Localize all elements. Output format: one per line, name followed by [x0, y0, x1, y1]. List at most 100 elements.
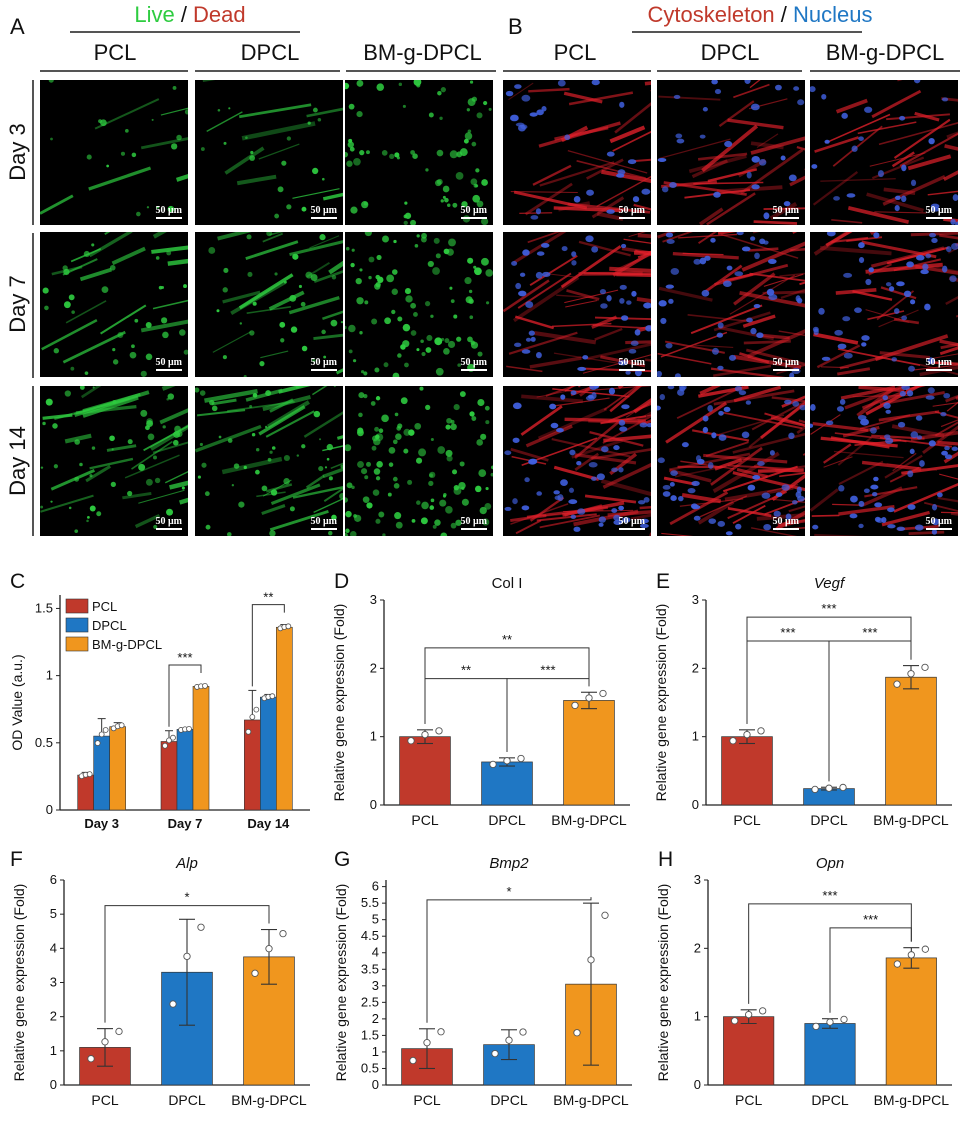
data-point: [116, 1028, 122, 1034]
scale-bar-label: 50 μm: [773, 517, 800, 527]
scale-bar: 50 μm: [156, 358, 183, 371]
y-tick-label: 0: [692, 797, 699, 812]
panel-b-stain-header: Cytoskeleton / Nucleus: [620, 2, 900, 28]
scale-bar-line: [926, 217, 953, 219]
data-point: [730, 738, 736, 744]
bar: [400, 737, 451, 805]
significance-label: ***: [822, 888, 837, 903]
col-underline: [503, 70, 651, 72]
data-point: [759, 1008, 765, 1014]
scale-bar-label: 50 μm: [773, 358, 800, 368]
row-divider: [32, 386, 34, 536]
scale-bar-label: 50 μm: [773, 206, 800, 216]
bar: [177, 729, 193, 810]
data-point: [827, 1019, 833, 1025]
scale-bar: 50 μm: [773, 517, 800, 530]
y-tick-label: 3: [50, 975, 57, 990]
scale-bar-label: 50 μm: [311, 358, 338, 368]
data-point: [422, 731, 428, 737]
panel-letter-h: H: [658, 848, 673, 871]
data-point: [813, 1023, 819, 1029]
x-tick-label: DPCL: [168, 1092, 206, 1108]
y-tick-label: 0: [50, 1077, 57, 1092]
y-tick-label: 0: [372, 1077, 379, 1092]
data-point: [410, 1057, 416, 1063]
y-tick-label: 1: [692, 729, 699, 744]
significance-label: *: [506, 884, 511, 899]
y-axis-label: Relative gene expression (Fold): [653, 604, 669, 802]
bar: [723, 1017, 773, 1085]
data-point: [600, 690, 606, 696]
data-point: [922, 664, 928, 670]
legend-label: PCL: [92, 599, 117, 614]
data-point: [424, 1039, 430, 1045]
scale-bar-label: 50 μm: [156, 358, 183, 368]
data-point: [187, 726, 192, 731]
scale-bar: 50 μm: [311, 358, 338, 371]
data-point: [280, 930, 286, 936]
micrograph-b-0-0: 50 μm: [503, 80, 651, 225]
data-point: [184, 953, 190, 959]
data-point: [87, 772, 92, 777]
scale-bar: 50 μm: [773, 358, 800, 371]
data-point: [102, 1039, 108, 1045]
micrograph-a-1-2: 50 μm: [195, 386, 343, 536]
x-tick-label: DPCL: [811, 1092, 849, 1108]
y-tick-label: 1: [372, 1044, 379, 1059]
scale-bar-line: [619, 369, 646, 371]
data-point: [246, 729, 251, 734]
scale-bar: 50 μm: [461, 206, 488, 219]
y-axis-label: Relative gene expression (Fold): [333, 884, 349, 1082]
y-tick-label: 4: [372, 945, 379, 960]
scale-bar: 50 μm: [461, 358, 488, 371]
data-point: [436, 728, 442, 734]
micrograph-b-2-1: 50 μm: [810, 232, 958, 377]
scale-bar: 50 μm: [619, 517, 646, 530]
data-point: [908, 952, 914, 958]
x-tick-label: BM-g-DPCL: [874, 1092, 950, 1108]
data-point: [518, 755, 524, 761]
data-point: [572, 702, 578, 708]
y-tick-label: 3: [694, 872, 701, 887]
data-point: [588, 957, 594, 963]
dead-label: Dead: [193, 2, 246, 27]
y-tick-label: 1.5: [361, 1027, 379, 1042]
data-point: [841, 1016, 847, 1022]
data-point: [438, 1029, 444, 1035]
y-tick-label: 1: [370, 729, 377, 744]
scale-bar-line: [461, 369, 488, 371]
panel-b-stain-underline: [632, 31, 862, 33]
x-tick-label: Day 7: [168, 816, 203, 831]
scale-bar-label: 50 μm: [156, 517, 183, 527]
scale-bar-line: [773, 528, 800, 530]
scale-bar-label: 50 μm: [156, 206, 183, 216]
y-tick-label: 3: [370, 592, 377, 607]
scale-bar-label: 50 μm: [926, 517, 953, 527]
data-point: [95, 741, 100, 746]
micrograph-b-1-1: 50 μm: [657, 232, 805, 377]
bar: [276, 627, 292, 810]
significance-label: ***: [780, 625, 795, 640]
y-axis-label: Relative gene expression (Fold): [11, 884, 27, 1082]
header-separator: /: [175, 2, 193, 27]
scale-bar-line: [311, 369, 338, 371]
row-label-day14: Day 14: [5, 421, 31, 501]
panel-letter-d: D: [334, 570, 349, 593]
micrograph-a-2-0: 50 μm: [345, 80, 493, 225]
scale-bar: 50 μm: [926, 358, 953, 371]
y-tick-label: 5: [372, 912, 379, 927]
data-point: [266, 945, 272, 951]
bar: [886, 958, 936, 1085]
chart-title: Vegf: [814, 575, 846, 592]
micrograph-a-0-2: 50 μm: [40, 386, 188, 536]
legend-label: DPCL: [92, 618, 127, 633]
scale-bar-line: [311, 528, 338, 530]
col-header-a-dpcl: DPCL: [195, 40, 345, 66]
micrograph-b-2-0: 50 μm: [810, 80, 958, 225]
y-tick-label: 3: [692, 592, 699, 607]
y-tick-label: 1: [50, 1043, 57, 1058]
y-tick-label: 0.5: [35, 735, 53, 750]
